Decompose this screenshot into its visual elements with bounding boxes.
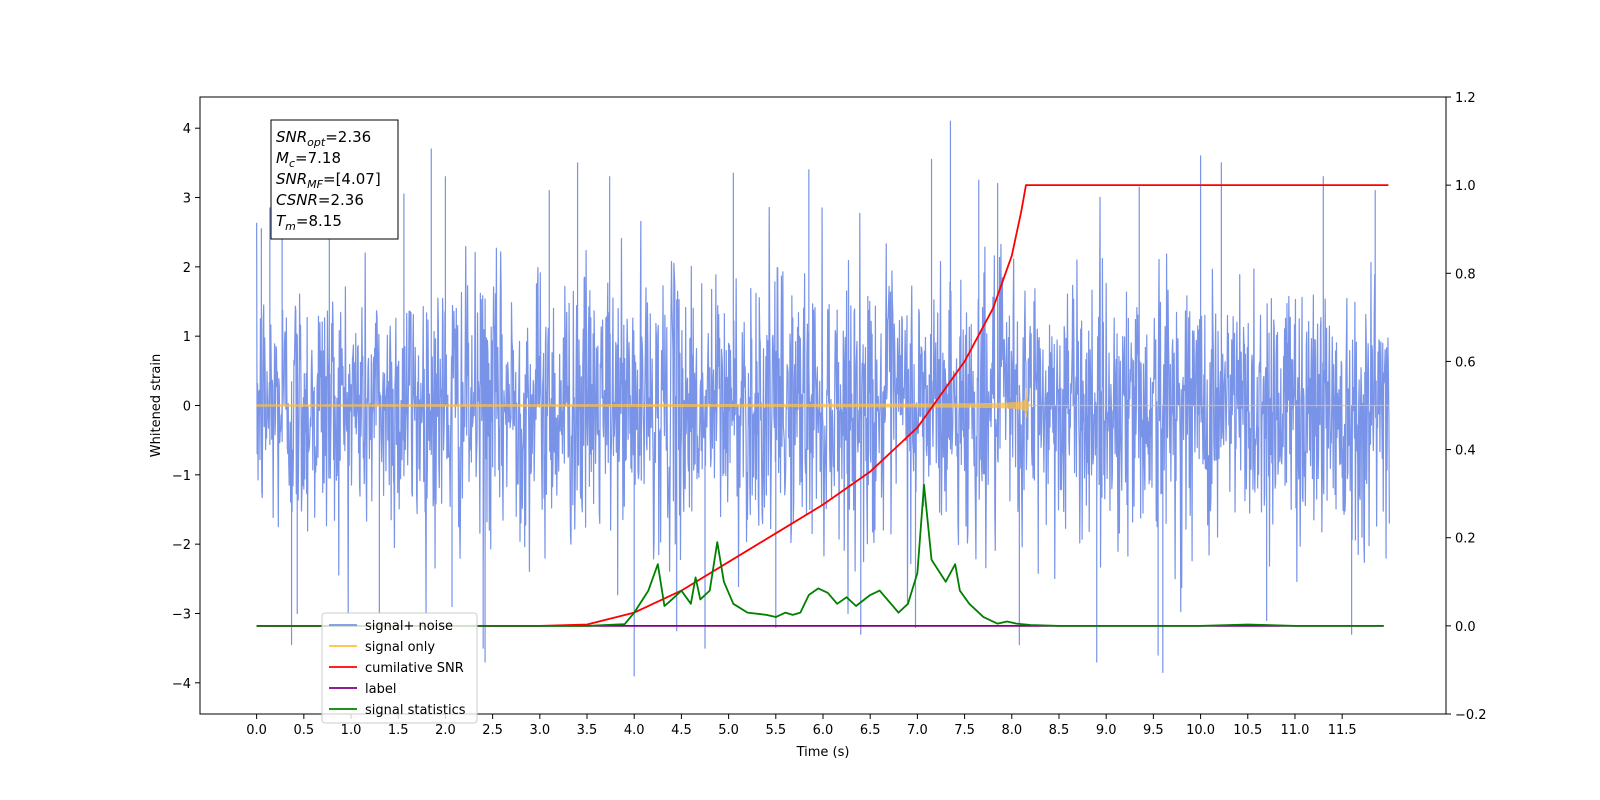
y-tick-label: 1 xyxy=(183,330,191,345)
annotation-value: =7.18 xyxy=(295,149,341,167)
x-tick-label: 0.0 xyxy=(246,723,267,738)
x-tick-label: 8.5 xyxy=(1049,723,1070,738)
legend-entry-label: signal only xyxy=(365,640,435,655)
y2-tick-label: 1.0 xyxy=(1455,179,1476,194)
plot-area xyxy=(256,120,1390,677)
annotation-box: SNRopt=2.36Mc=7.18SNRMF=[4.07]CSNR=2.36T… xyxy=(270,119,399,240)
x-tick-label: 3.5 xyxy=(577,723,598,738)
y2-tick-label: 0.4 xyxy=(1455,444,1476,459)
annotation-symbol: SNR xyxy=(276,170,307,188)
annotation-line: CSNR=2.36 xyxy=(276,191,364,209)
annotation-line: Tm=8.15 xyxy=(276,212,342,233)
annotation-subscript: opt xyxy=(307,136,326,149)
x-tick-label: 11.5 xyxy=(1328,723,1357,738)
annotation-line: SNRMF=[4.07] xyxy=(276,170,381,191)
x-tick-label: 10.0 xyxy=(1186,723,1215,738)
series-signal-only-line xyxy=(256,387,1390,418)
y-tick-label: −3 xyxy=(172,607,191,622)
annotation-value: =8.15 xyxy=(296,212,342,230)
x-tick-label: 9.5 xyxy=(1143,723,1164,738)
annotation-symbol: SNR xyxy=(276,128,307,146)
y-tick-label: −4 xyxy=(172,677,191,692)
x-tick-label: 3.0 xyxy=(529,723,550,738)
x-tick-label: 5.5 xyxy=(765,723,786,738)
annotation-value: =2.36 xyxy=(325,128,371,146)
y2-tick-label: 1.2 xyxy=(1455,91,1476,106)
x-tick-label: 9.0 xyxy=(1096,723,1117,738)
annotation-line: SNRopt=2.36 xyxy=(276,128,371,149)
x-tick-label: 8.0 xyxy=(1001,723,1022,738)
y-tick-label: 2 xyxy=(183,261,191,276)
x-tick-label: 4.0 xyxy=(624,723,645,738)
legend: signal+ noise signal only cumilative SNR la… xyxy=(321,612,478,724)
annotation-line: Mc=7.18 xyxy=(276,149,341,170)
x-axis-label: Time (s) xyxy=(796,745,850,760)
x-tick-label: 1.0 xyxy=(341,723,362,738)
legend-entry-label: signal+ noise xyxy=(365,619,453,634)
legend-entry-label: label xyxy=(365,682,396,697)
legend-entry-label: cumilative SNR xyxy=(365,661,464,676)
y2-tick-label: −0.2 xyxy=(1455,708,1487,723)
annotation-subscript: c xyxy=(289,157,295,170)
y-tick-label: 0 xyxy=(183,400,191,415)
annotation-value: =2.36 xyxy=(318,191,364,209)
x-tick-label: 4.5 xyxy=(671,723,692,738)
x-tick-label: 6.0 xyxy=(813,723,834,738)
series-signal-noise-line xyxy=(256,120,1390,677)
y-tick-label: −1 xyxy=(172,469,191,484)
x-tick-label: 7.5 xyxy=(954,723,975,738)
y-tick-label: 3 xyxy=(183,192,191,207)
annotation-subscript: MF xyxy=(307,178,323,191)
x-tick-label: 7.0 xyxy=(907,723,928,738)
x-tick-label: 11.0 xyxy=(1280,723,1309,738)
annotation-symbol: M xyxy=(276,149,289,167)
x-tick-label: 6.5 xyxy=(860,723,881,738)
y2-tick-label: 0.8 xyxy=(1455,267,1476,282)
annotation-frame xyxy=(270,119,399,240)
x-tick-label: 2.5 xyxy=(482,723,503,738)
series-signal-statistics-line xyxy=(256,483,1384,627)
annotation-symbol: T xyxy=(276,212,287,230)
x-tick-label: 5.0 xyxy=(718,723,739,738)
x-tick-label: 1.5 xyxy=(388,723,409,738)
y-axis-label: Whitened strain xyxy=(149,354,164,457)
y-tick-label: −2 xyxy=(172,538,191,553)
y2-tick-label: 0.6 xyxy=(1455,355,1476,370)
x-tick-label: 2.0 xyxy=(435,723,456,738)
x-tick-label: 0.5 xyxy=(293,723,314,738)
legend-entry-label: signal statistics xyxy=(365,703,466,718)
annotation-symbol: CSNR xyxy=(276,191,318,209)
y-tick-label: 4 xyxy=(183,122,191,137)
y2-tick-label: 0.0 xyxy=(1455,620,1476,635)
x-tick-label: 10.5 xyxy=(1233,723,1262,738)
legend-frame xyxy=(321,612,478,724)
axes: 0.0 0.5 1.0 1.5 2.0 2.5 3.0 3.5 4.0 4.5 5.0 5.5 6.0 6… xyxy=(149,91,1487,760)
annotation-subscript: m xyxy=(285,220,296,233)
annotation-value: =[4.07] xyxy=(323,170,381,188)
y2-tick-label: 0.2 xyxy=(1455,532,1476,547)
